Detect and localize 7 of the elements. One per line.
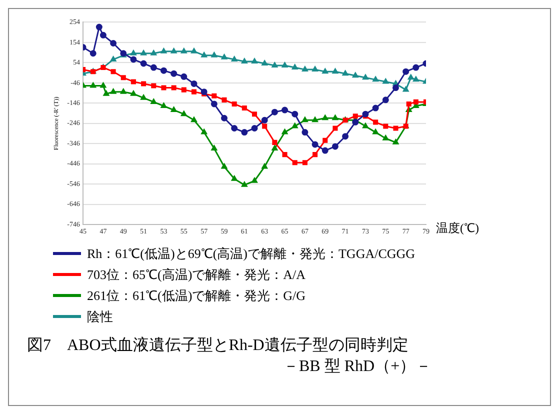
text: －BB 型 RhD（+）－ (283, 357, 433, 377)
legend-label: 陰性 (87, 308, 113, 326)
legend-label: 703位：65℃(高温)で解離・発光：A/A (87, 266, 306, 284)
x-axis-title: 温度(℃) (436, 220, 479, 237)
legend-label: 261位：61℃(低温)で解離・発光：G/G (87, 286, 306, 304)
legend-label: Rh：61℃(低温)と69℃(高温)で解離・発光：TGGA/CGGG (87, 244, 416, 262)
text: 図7 ABO式血液遺伝子型とRh-D遺伝子型の同時判定 (27, 336, 410, 356)
